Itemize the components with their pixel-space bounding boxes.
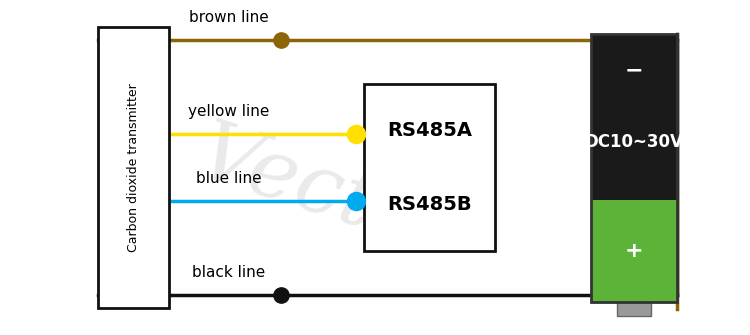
Text: RS485B: RS485B xyxy=(387,195,472,214)
Text: brown line: brown line xyxy=(189,10,268,25)
Text: Carbon dioxide transmitter: Carbon dioxide transmitter xyxy=(127,83,140,252)
Bar xyxy=(591,34,676,200)
Text: Vector: Vector xyxy=(188,114,472,274)
Bar xyxy=(616,302,651,316)
Bar xyxy=(364,84,495,251)
Bar xyxy=(591,34,676,302)
Text: RS485A: RS485A xyxy=(387,121,472,140)
Bar xyxy=(591,200,676,302)
Text: blue line: blue line xyxy=(196,171,262,186)
Text: −: − xyxy=(625,60,643,80)
Text: +: + xyxy=(625,241,643,261)
Text: DC10~30V: DC10~30V xyxy=(584,133,683,150)
Text: black line: black line xyxy=(192,265,266,280)
Text: yellow line: yellow line xyxy=(188,104,269,119)
Bar xyxy=(98,27,169,308)
